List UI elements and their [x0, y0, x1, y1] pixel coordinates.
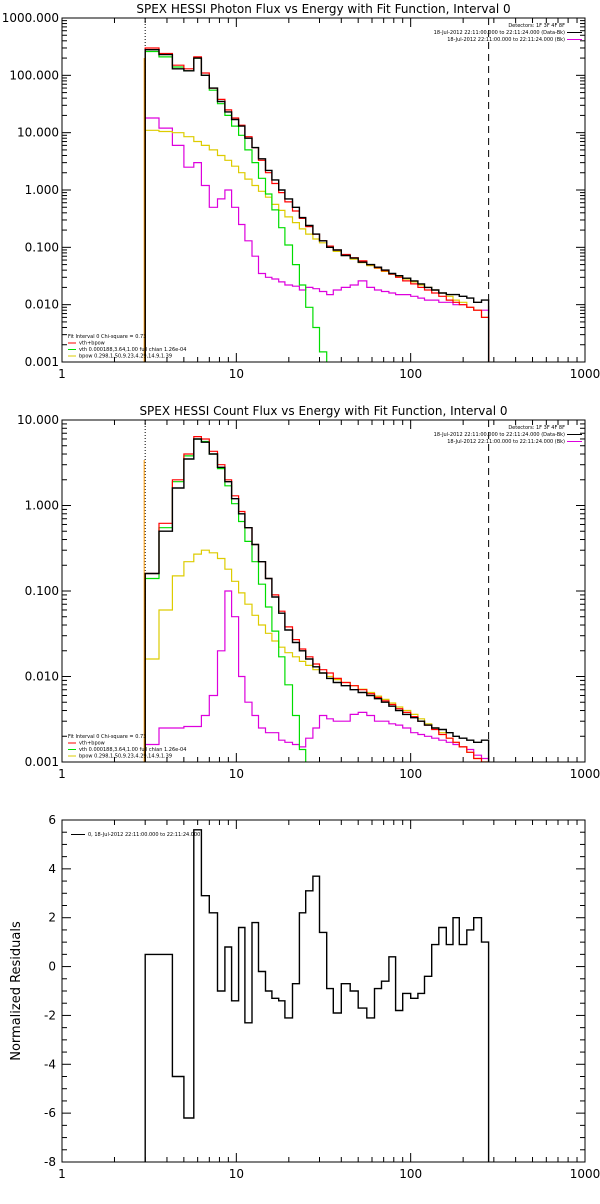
x-tick-label: 100: [399, 367, 422, 381]
y-tick-label: 0.100: [25, 240, 59, 254]
series-total-line: [144, 47, 490, 362]
y-tick-label: -8: [44, 1155, 56, 1169]
series-bpow-line: [144, 129, 490, 362]
x-tick-label: 1000: [570, 367, 600, 381]
y-tick-label: -6: [44, 1106, 56, 1120]
series-total-line: [144, 436, 490, 762]
plot-frame: [61, 419, 586, 763]
legend-top-right-entry: Detectors: 1F 3F 4F 8F: [508, 425, 565, 431]
plot-area: [144, 829, 490, 1162]
legend-top-right-entry: Detectors: 1F 3F 4F 8F: [508, 23, 565, 29]
y-tick-label: 1.000: [25, 183, 59, 197]
legend-top-right-entry: 18-Jul-2012 22:11:00.000 to 22:11:24.000…: [447, 439, 565, 445]
plot-area: [143, 18, 490, 362]
x-tick-label: 10: [229, 767, 244, 781]
legend-top-right-entry: 18-Jul-2012 22:11:00.000 to 22:11:24.000…: [447, 37, 565, 43]
series-bk-line: [144, 117, 490, 362]
plot-area: [143, 420, 490, 762]
y-tick-label: 2: [48, 911, 56, 925]
legend-top-right-entry: 18-Jul-2012 22:11:00.000 to 22:11:24.000…: [434, 30, 565, 36]
series-bk-line: [144, 590, 490, 762]
y-tick-label: 0.010: [25, 670, 59, 684]
chart-panel-1: SPEX HESSI Photon Flux vs Energy with Fi…: [2, 2, 600, 381]
legend-bottom-left-entry: Fit Interval 0 Chi-square = 0.73: [68, 734, 146, 740]
series-data-line: [144, 49, 490, 362]
y-tick-label: -4: [44, 1057, 56, 1071]
y-tick-label: 0: [48, 960, 56, 974]
series-vth-line: [144, 50, 328, 362]
legend-bottom-left-entry: Fit Interval 0 Chi-square = 0.73: [68, 334, 146, 340]
y-tick-label: 0.100: [25, 584, 59, 598]
y-tick-label: -2: [44, 1008, 56, 1022]
y-tick-label: 4: [48, 862, 56, 876]
y-tick-label: 100.000: [9, 68, 59, 82]
chart-panel-2: SPEX HESSI Count Flux vs Energy with Fit…: [17, 404, 600, 781]
y-tick-label: 10.000: [17, 126, 59, 140]
y-tick-label: 0.001: [25, 755, 59, 769]
x-tick-label: 100: [399, 767, 422, 781]
x-tick-label: 1: [58, 367, 66, 381]
legend-bottom-left-entry: vth 0.000188,3.64,1.00 full chian 1.26e-…: [79, 747, 186, 753]
series-vth-line: [144, 438, 307, 762]
legend-top-left-entry: 0, 18-Jul-2012 22:11:00.000 to 22:11:24.…: [88, 832, 200, 838]
y-tick-label: 10.000: [17, 413, 59, 427]
chart-title: SPEX HESSI Count Flux vs Energy with Fit…: [139, 404, 507, 418]
x-tick-label: 1: [58, 1167, 66, 1181]
y-tick-label: 1.000: [25, 499, 59, 513]
y-axis-label: Normalized Residuals: [9, 921, 24, 1061]
plot-frame: [61, 17, 586, 363]
plot-frame: [61, 819, 586, 1163]
chart-title: SPEX HESSI Photon Flux vs Energy with Fi…: [136, 2, 510, 16]
y-tick-label: 1000.000: [2, 11, 59, 25]
series-data-line: [144, 829, 490, 1162]
x-tick-label: 1000: [570, 1167, 600, 1181]
legend-bottom-left-entry: vth+bpow: [79, 741, 105, 747]
y-tick-label: 6: [48, 813, 56, 827]
y-tick-label: 0.010: [25, 298, 59, 312]
y-tick-label: 0.001: [25, 355, 59, 369]
x-tick-label: 1: [58, 767, 66, 781]
legend-bottom-left-entry: vth 0.000188,3.64,1.00 full chian 1.26e-…: [79, 347, 186, 353]
x-tick-label: 10: [229, 367, 244, 381]
legend-bottom-left-entry: bpow 0.298,1.50,9.23,4.29,14.9,1.39: [79, 354, 172, 360]
legend-bottom-left-entry: vth+bpow: [79, 341, 105, 347]
chart-panel-3: 1 10 100 1000 -8 -6 -4 -2 0 2 4 6 Normalized Residua…: [9, 813, 600, 1181]
x-tick-label: 1000: [570, 767, 600, 781]
series-data-line: [144, 438, 490, 762]
x-tick-label: 100: [399, 1167, 422, 1181]
legend-top-right-entry: 18-Jul-2012 22:11:00.000 to 22:11:24.000…: [434, 432, 565, 438]
x-tick-label: 10: [229, 1167, 244, 1181]
legend-bottom-left-entry: bpow 0.298,1.50,9.23,4.29,14.9,1.39: [79, 754, 172, 760]
